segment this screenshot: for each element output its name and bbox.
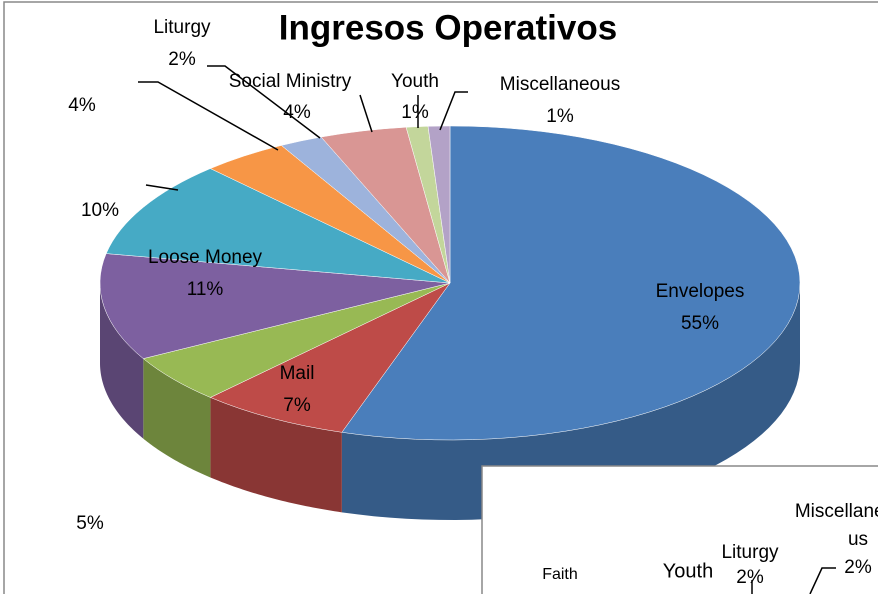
slice-side (341, 283, 800, 520)
slice-label: Youth (391, 71, 439, 92)
second-chart-frame (481, 465, 878, 594)
slice (99, 253, 451, 359)
leader-line (207, 65, 321, 139)
chart-title: Ingresos Operativos (279, 8, 617, 47)
slice-label-name: Youth (391, 71, 439, 92)
slice-value-label: 1% (546, 106, 574, 127)
slice-label-line: us (848, 529, 868, 550)
slice-value-label: 2% (844, 557, 872, 578)
slice-label-name: Envelopes (656, 281, 745, 302)
slice-value-label: 7% (283, 395, 311, 416)
slice-value-label: 11% (187, 279, 224, 300)
slice-label-line: Miscellaneo (795, 501, 878, 522)
slice (105, 168, 451, 284)
slice (209, 282, 451, 433)
slice-label: Social Ministry (229, 71, 352, 92)
slice-label-name: Mail (280, 363, 315, 384)
slice-value-label: 1% (401, 102, 429, 123)
slice-label: Liturgy (153, 17, 211, 38)
leader-line (809, 567, 836, 594)
slice-value-label: 4% (68, 95, 96, 116)
slice-label: Envelopes (656, 281, 745, 302)
slice-label: Faith (542, 566, 578, 583)
slice-side (210, 397, 342, 513)
slice-label: Mail (280, 363, 315, 384)
second-chart: Faith Youth Liturgy 2% Miscellaneo us 2% (481, 465, 878, 594)
slice-value-label: 2% (168, 49, 196, 70)
slice-side (143, 358, 211, 478)
slice-label-name: Liturgy (153, 17, 211, 38)
slice-label-name: Miscellaneous (500, 74, 620, 95)
slice-label: Loose Money (148, 247, 263, 268)
slice-label: Youth (663, 560, 713, 582)
slice-label: Liturgy (721, 542, 779, 563)
leader-line (439, 91, 468, 131)
slice-value-label: 10% (81, 200, 119, 221)
slice (427, 125, 451, 284)
slice-value-label: 5% (76, 513, 104, 534)
slice-label-name: Social Ministry (229, 71, 352, 92)
pie (99, 125, 801, 520)
leader-line (145, 184, 179, 191)
labels: Envelopes 55% Mail 7% 5% Loose Money 11% 10% 4% L… (68, 17, 745, 534)
slice-label: Miscellaneo us (795, 501, 878, 550)
slice-value-label: 2% (736, 567, 764, 588)
slice (341, 125, 801, 441)
slice-label: Miscellaneous (500, 74, 620, 95)
slice-value-label: 55% (681, 313, 719, 334)
leader-line (359, 94, 373, 133)
slice-label-name: Loose Money (148, 247, 263, 268)
leader-line (138, 81, 279, 151)
slice-value-label: 4% (283, 102, 311, 123)
